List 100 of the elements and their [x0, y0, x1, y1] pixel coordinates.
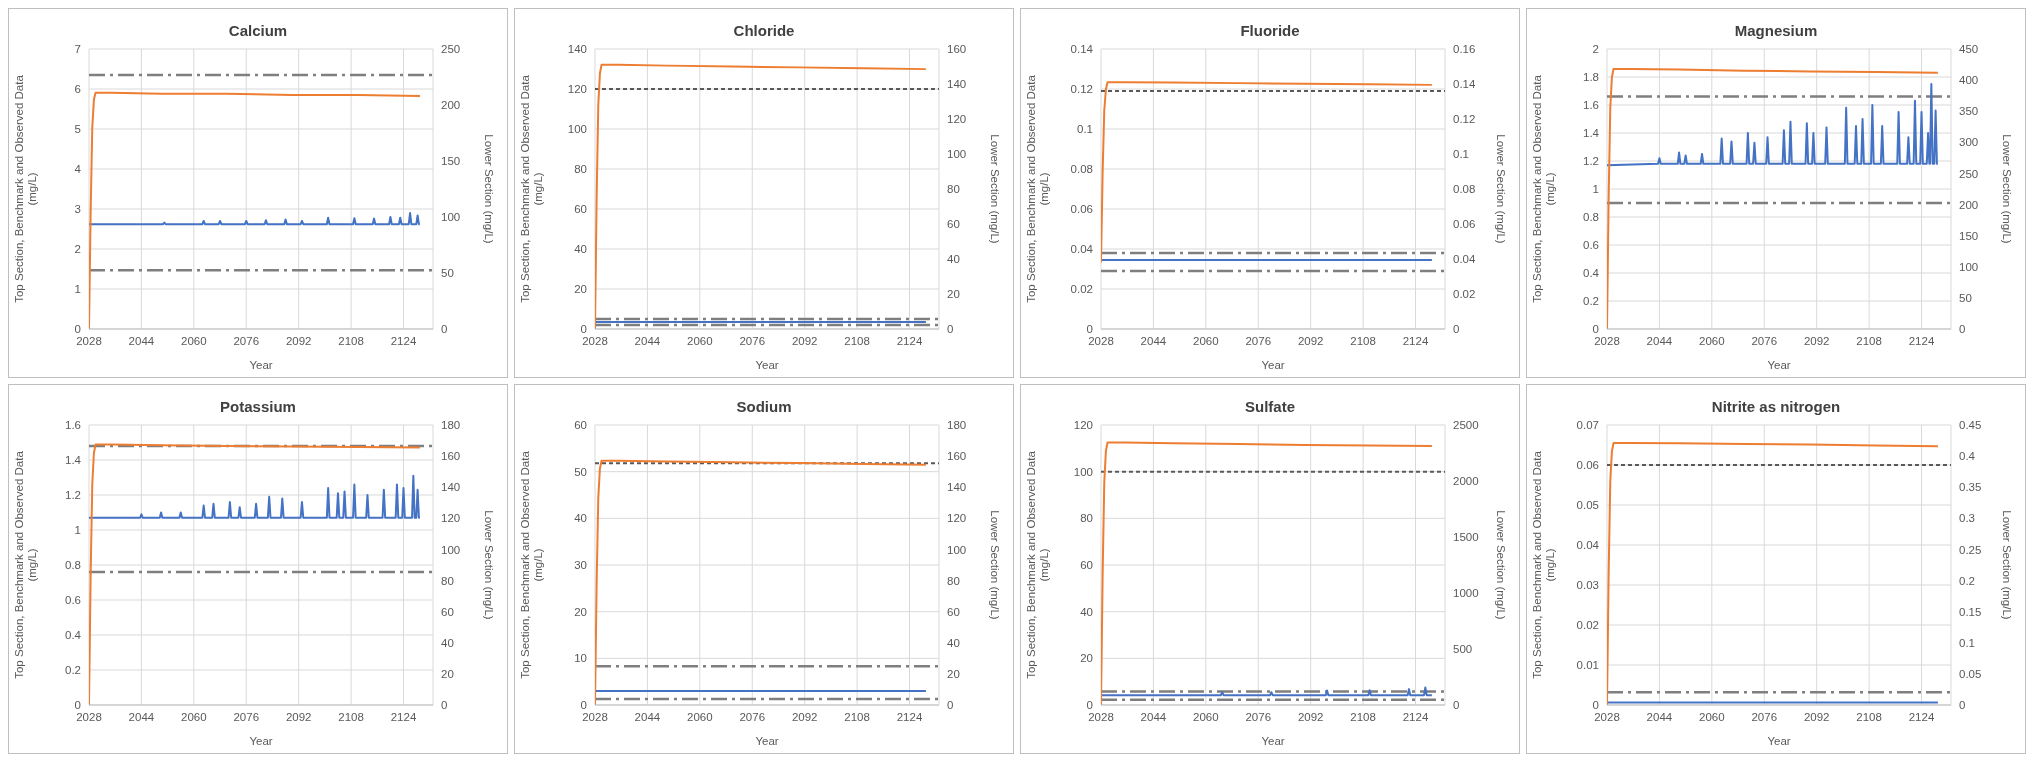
y2-tick-label: 160 [441, 450, 461, 463]
x-tick-label: 2044 [1646, 335, 1673, 348]
line-series [89, 91, 421, 329]
x-tick-label: 2108 [338, 711, 364, 724]
y-tick-label: 10 [574, 652, 587, 665]
x-tick-label: 2076 [1245, 335, 1272, 348]
y-tick-label: 1 [1592, 183, 1599, 196]
y2-tick-label: 0 [441, 699, 448, 712]
y2-tick-label: 0.14 [1453, 78, 1476, 91]
x-tick-label: 2060 [181, 711, 207, 724]
y-tick-label: 80 [574, 163, 587, 176]
y-tick-label: 100 [567, 123, 587, 136]
y-axis-title: Top Section, Benchmark and Observed Data (mg/L) [1530, 450, 1556, 679]
y2-tick-label: 40 [947, 253, 960, 266]
y2-tick-label: 60 [947, 605, 960, 618]
y2-axis-title: Lower Section (mg/L) [989, 510, 1001, 620]
x-tick-label: 2092 [285, 711, 312, 724]
y2-tick-label: 180 [441, 419, 461, 432]
x-tick-label: 2108 [1856, 711, 1882, 724]
y2-tick-label: 50 [1959, 291, 1972, 304]
y2-axis-title: Lower Section (mg/L) [2001, 510, 2013, 620]
y2-tick-label: 2000 [1453, 475, 1479, 488]
x-tick-label: 2076 [739, 335, 766, 348]
y2-tick-label: 150 [441, 155, 461, 168]
y2-tick-label: 160 [947, 450, 967, 463]
y2-tick-label: 100 [947, 148, 967, 161]
y2-tick-label: 0 [947, 323, 954, 336]
y2-tick-label: 180 [947, 419, 967, 432]
x-tick-label: 2076 [1751, 711, 1778, 724]
x-tick-label: 2028 [76, 711, 102, 724]
y-tick-label: 0.8 [65, 559, 81, 572]
y2-tick-label: 140 [441, 481, 461, 494]
y2-tick-label: 150 [1959, 229, 1979, 242]
y2-tick-label: 350 [1959, 105, 1979, 118]
y-tick-label: 1 [74, 283, 81, 296]
y2-tick-label: 40 [947, 636, 960, 649]
x-axis-title: Year [755, 359, 779, 371]
y-tick-label: 4 [74, 163, 82, 176]
y2-tick-label: 20 [441, 667, 454, 680]
x-tick-label: 2092 [285, 335, 312, 348]
y2-tick-label: 100 [441, 543, 461, 556]
line-series [1101, 81, 1433, 264]
y2-tick-label: 0.3 [1959, 512, 1975, 525]
y2-tick-label: 60 [947, 218, 960, 231]
y-tick-label: 40 [1080, 605, 1093, 618]
x-tick-label: 2108 [844, 711, 870, 724]
y2-tick-label: 1000 [1453, 587, 1479, 600]
y2-tick-label: 120 [947, 113, 967, 126]
chart-title: Calcium [227, 21, 289, 41]
y2-tick-label: 80 [947, 574, 960, 587]
y-axis-title: Top Section, Benchmark and Observed Data (mg/L) [12, 450, 38, 679]
y-axis-title: Top Section, Benchmark and Observed Data (mg/L) [12, 74, 38, 303]
x-tick-label: 2124 [1402, 711, 1429, 724]
x-tick-label: 2124 [896, 335, 923, 348]
x-tick-label: 2124 [390, 335, 417, 348]
x-tick-label: 2028 [582, 711, 608, 724]
y-tick-label: 0 [74, 323, 81, 336]
chart-title: Magnesium [1733, 21, 1819, 41]
x-axis-title: Year [249, 735, 273, 747]
y2-tick-label: 0.2 [1959, 574, 1975, 587]
x-tick-label: 2076 [1245, 711, 1272, 724]
x-tick-label: 2044 [1646, 711, 1673, 724]
x-tick-label: 2060 [1193, 335, 1219, 348]
y-tick-label: 0.1 [1077, 123, 1093, 136]
y2-tick-label: 120 [947, 512, 967, 525]
x-tick-label: 2076 [739, 711, 766, 724]
x-tick-label: 2028 [1594, 711, 1620, 724]
y2-tick-label: 0.1 [1453, 148, 1469, 161]
y-tick-label: 7 [74, 43, 81, 56]
y-tick-label: 40 [574, 243, 587, 256]
y-tick-label: 20 [574, 283, 587, 296]
y-tick-label: 1 [74, 524, 81, 537]
y-tick-label: 1.6 [1583, 99, 1599, 112]
y2-tick-label: 0.16 [1453, 43, 1476, 56]
y-tick-label: 0 [580, 323, 587, 336]
y-tick-label: 1.2 [1583, 155, 1599, 168]
y2-axis-title: Lower Section (mg/L) [483, 510, 495, 620]
y-tick-label: 0.2 [65, 664, 81, 677]
y2-axis-title: Lower Section (mg/L) [1495, 134, 1507, 244]
y-tick-label: 0.04 [1070, 243, 1094, 256]
y2-tick-label: 50 [441, 267, 454, 280]
x-axis-title: Year [1261, 359, 1285, 371]
x-tick-label: 2044 [634, 335, 661, 348]
y2-tick-label: 500 [1453, 643, 1473, 656]
chart-title: Fluoride [1239, 21, 1301, 41]
y-tick-label: 0.2 [1583, 295, 1599, 308]
y-axis-title: Top Section, Benchmark and Observed Data (mg/L) [1024, 450, 1050, 679]
y2-tick-label: 2500 [1453, 419, 1479, 432]
y-tick-label: 20 [1080, 652, 1093, 665]
y-tick-label: 0.02 [1070, 283, 1093, 296]
x-tick-label: 2076 [1751, 335, 1778, 348]
y2-tick-label: 0.45 [1959, 419, 1982, 432]
y2-tick-label: 100 [1959, 260, 1979, 273]
line-series [1607, 442, 1939, 705]
y2-tick-label: 0 [1453, 323, 1460, 336]
chart-title: Sodium [735, 397, 793, 417]
x-tick-label: 2060 [1193, 711, 1219, 724]
y2-tick-label: 450 [1959, 43, 1979, 56]
line-series [1101, 441, 1433, 705]
y2-tick-label: 0.06 [1453, 218, 1476, 231]
